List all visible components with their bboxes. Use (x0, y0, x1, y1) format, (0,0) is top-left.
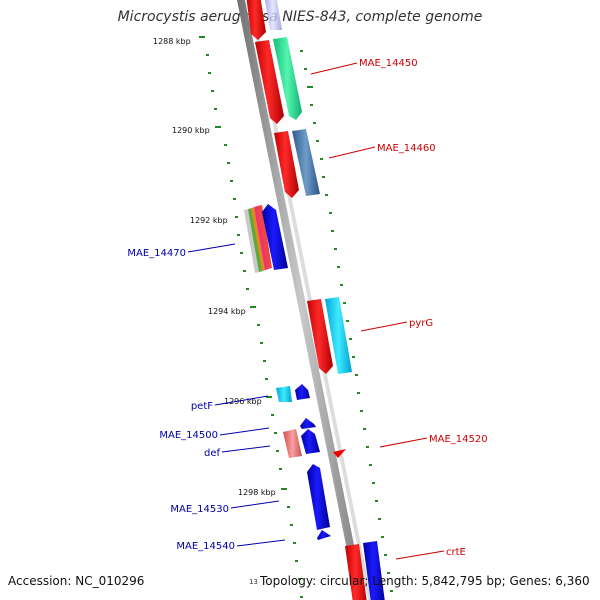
gene-label-mae-14470[interactable]: MAE_14470 (127, 248, 186, 259)
gene-arrow-mae-14450 (255, 40, 284, 124)
gene-arrow-crte (345, 544, 367, 600)
gene-arrow-mae-14450-hit (273, 37, 302, 120)
gene-arrow-mae-14500 (300, 418, 316, 429)
gene-label-crte[interactable]: crtE (446, 547, 466, 558)
gene-block-mae-14460[interactable] (274, 129, 320, 198)
scale-label-1290: 1290 kbp (172, 126, 210, 135)
reverse-leader-lines (187, 243, 286, 547)
gene-arrow-mae-14460 (274, 131, 299, 198)
gene-label-mae-14530[interactable]: MAE_14530 (170, 504, 229, 515)
forward-leader-lines (310, 62, 445, 560)
top-partial-genes (246, 0, 282, 40)
scale-label-1292: 1292 kbp (190, 216, 228, 225)
outer-scale-dots (300, 50, 393, 592)
gene-arrow-pyrg-hit (325, 297, 352, 374)
gene-arrow-mae-14470 (262, 204, 288, 270)
accession-text: Accession: NC_010296 (8, 574, 145, 588)
gene-arrow-mae-14530 (307, 464, 330, 530)
gene-label-petf[interactable]: petF (191, 401, 213, 412)
gene-arrow-mae-14540 (317, 530, 331, 540)
gene-arrow-mae-14460-hit (292, 129, 320, 196)
forward-gene-labels: MAE_14450 MAE_14460 pyrG MAE_14520 crtE (359, 58, 488, 558)
gene-block-petf[interactable] (276, 384, 310, 402)
gene-label-mae-14540[interactable]: MAE_14540 (176, 541, 235, 552)
gene-arrow-petf (295, 384, 310, 400)
inner-scale-dots (199, 36, 303, 598)
gene-block-mae-14530[interactable] (307, 464, 331, 540)
gene-block-def[interactable] (283, 418, 320, 458)
gene-label-mae-14450[interactable]: MAE_14450 (359, 58, 418, 69)
genome-backbone (237, 0, 365, 600)
gene-label-pyrg[interactable]: pyrG (409, 318, 433, 329)
gene-label-mae-14500[interactable]: MAE_14500 (159, 430, 218, 441)
scale-label-1296: 1296 kbp (224, 397, 262, 406)
scale-label-1298: 1298 kbp (238, 488, 276, 497)
gene-label-mae-14460[interactable]: MAE_14460 (377, 143, 436, 154)
gene-block-crte[interactable] (345, 541, 386, 600)
scale-label-1288: 1288 kbp (153, 37, 191, 46)
gene-block-pyrg[interactable] (307, 297, 352, 374)
scale-label-1294: 1294 kbp (208, 307, 246, 316)
footer-mark: 13 (249, 578, 258, 586)
topology-text: Topology: circular; Length: 5,842,795 bp… (260, 574, 590, 588)
gene-arrow-crte-hit (363, 541, 385, 600)
gene-label-mae-14520[interactable]: MAE_14520 (429, 434, 488, 445)
gene-arrow-mae-14520[interactable] (333, 449, 346, 458)
gene-arrow-pyrg (307, 299, 333, 374)
gene-label-def[interactable]: def (204, 448, 221, 459)
reverse-gene-labels: MAE_14470 petF MAE_14500 def MAE_14530 M… (127, 248, 235, 552)
scale-labels: 1288 kbp 1290 kbp 1292 kbp 1294 kbp 1296… (153, 37, 276, 497)
gene-block-mae-14450[interactable] (255, 37, 302, 124)
gene-arrow-def (301, 429, 320, 454)
map-title: Microcystis aeruginosa NIES-843, complet… (117, 9, 483, 25)
gene-block-mae-14470[interactable] (244, 204, 288, 273)
